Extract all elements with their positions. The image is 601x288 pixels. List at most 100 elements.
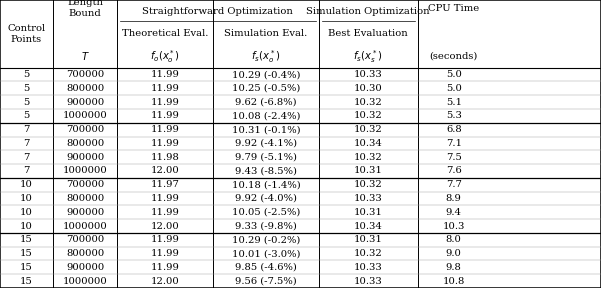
Text: 10.32: 10.32: [354, 98, 382, 107]
Text: 10.29 (-0.2%): 10.29 (-0.2%): [232, 235, 300, 244]
Text: 11.99: 11.99: [151, 249, 180, 258]
Text: 800000: 800000: [66, 139, 104, 148]
Text: 700000: 700000: [66, 70, 104, 79]
Text: 11.99: 11.99: [151, 235, 180, 244]
Text: 10.31: 10.31: [353, 166, 383, 175]
Text: 9.62 (-6.8%): 9.62 (-6.8%): [235, 98, 297, 107]
Text: 10.32: 10.32: [354, 125, 382, 134]
Text: 1000000: 1000000: [63, 221, 108, 230]
Text: 12.00: 12.00: [151, 221, 180, 230]
Text: 11.99: 11.99: [151, 84, 180, 93]
Text: 9.85 (-4.6%): 9.85 (-4.6%): [235, 263, 297, 272]
Text: 10.33: 10.33: [354, 263, 382, 272]
Text: 15: 15: [20, 276, 33, 286]
Text: 11.99: 11.99: [151, 98, 180, 107]
Text: 7: 7: [23, 166, 29, 175]
Text: 1000000: 1000000: [63, 111, 108, 120]
Text: 900000: 900000: [66, 98, 104, 107]
Text: 7.1: 7.1: [446, 139, 462, 148]
Text: 11.99: 11.99: [151, 111, 180, 120]
Text: 900000: 900000: [66, 208, 104, 217]
Text: Straightforward Optimization: Straightforward Optimization: [142, 7, 293, 16]
Text: Best Evaluation: Best Evaluation: [328, 29, 408, 38]
Text: CPU Time: CPU Time: [428, 4, 480, 13]
Text: 11.99: 11.99: [151, 194, 180, 203]
Text: 10.31: 10.31: [353, 235, 383, 244]
Text: 9.4: 9.4: [446, 208, 462, 217]
Text: 10: 10: [20, 180, 33, 189]
Text: 15: 15: [20, 249, 33, 258]
Text: 1000000: 1000000: [63, 166, 108, 175]
Text: 9.43 (-8.5%): 9.43 (-8.5%): [235, 166, 297, 175]
Text: 10.31 (-0.1%): 10.31 (-0.1%): [231, 125, 300, 134]
Text: 10.34: 10.34: [353, 139, 383, 148]
Text: $T$: $T$: [81, 50, 90, 62]
Text: 7: 7: [23, 139, 29, 148]
Text: 10.33: 10.33: [354, 194, 382, 203]
Text: 10.29 (-0.4%): 10.29 (-0.4%): [232, 70, 300, 79]
Text: 10.32: 10.32: [354, 180, 382, 189]
Text: 10.05 (-2.5%): 10.05 (-2.5%): [232, 208, 300, 217]
Text: 800000: 800000: [66, 84, 104, 93]
Text: 10.01 (-3.0%): 10.01 (-3.0%): [232, 249, 300, 258]
Text: 10.32: 10.32: [354, 153, 382, 162]
Text: 10.32: 10.32: [354, 249, 382, 258]
Text: 5: 5: [23, 111, 29, 120]
Text: 7: 7: [23, 153, 29, 162]
Text: 5: 5: [23, 84, 29, 93]
Text: 7.7: 7.7: [446, 180, 462, 189]
Text: 10.3: 10.3: [442, 221, 465, 230]
Text: Simulation Eval.: Simulation Eval.: [224, 29, 308, 38]
Text: 11.99: 11.99: [151, 70, 180, 79]
Text: 8.0: 8.0: [446, 235, 462, 244]
Text: 9.92 (-4.1%): 9.92 (-4.1%): [235, 139, 297, 148]
Text: 700000: 700000: [66, 125, 104, 134]
Text: $f_o(x_o^*)$: $f_o(x_o^*)$: [150, 48, 180, 65]
Text: 7.5: 7.5: [446, 153, 462, 162]
Text: 12.00: 12.00: [151, 276, 180, 286]
Text: Simulation Optimization: Simulation Optimization: [307, 7, 430, 16]
Text: 11.99: 11.99: [151, 208, 180, 217]
Text: 11.99: 11.99: [151, 263, 180, 272]
Text: 900000: 900000: [66, 153, 104, 162]
Text: 10.8: 10.8: [442, 276, 465, 286]
Text: 9.0: 9.0: [446, 249, 462, 258]
Text: 5.3: 5.3: [446, 111, 462, 120]
Text: $f_s(x_s^*)$: $f_s(x_s^*)$: [353, 48, 383, 65]
Text: 11.97: 11.97: [151, 180, 180, 189]
Text: 9.79 (-5.1%): 9.79 (-5.1%): [235, 153, 297, 162]
Text: 800000: 800000: [66, 194, 104, 203]
Text: 800000: 800000: [66, 249, 104, 258]
Text: 12.00: 12.00: [151, 166, 180, 175]
Text: 5: 5: [23, 98, 29, 107]
Text: 10.18 (-1.4%): 10.18 (-1.4%): [231, 180, 300, 189]
Text: 9.33 (-9.8%): 9.33 (-9.8%): [235, 221, 297, 230]
Text: 11.99: 11.99: [151, 125, 180, 134]
Text: 5.1: 5.1: [446, 98, 462, 107]
Text: 10.32: 10.32: [354, 111, 382, 120]
Text: 10.33: 10.33: [354, 276, 382, 286]
Text: 10.33: 10.33: [354, 70, 382, 79]
Text: 7: 7: [23, 125, 29, 134]
Text: 700000: 700000: [66, 235, 104, 244]
Text: 10.30: 10.30: [354, 84, 382, 93]
Text: 15: 15: [20, 263, 33, 272]
Text: 700000: 700000: [66, 180, 104, 189]
Text: 10.25 (-0.5%): 10.25 (-0.5%): [232, 84, 300, 93]
Text: Length
Bound: Length Bound: [67, 0, 103, 18]
Text: 10: 10: [20, 194, 33, 203]
Text: 7.6: 7.6: [446, 166, 462, 175]
Text: 15: 15: [20, 235, 33, 244]
Text: (seconds): (seconds): [430, 52, 478, 61]
Text: 5.0: 5.0: [446, 84, 462, 93]
Text: 1000000: 1000000: [63, 276, 108, 286]
Text: 10.34: 10.34: [353, 221, 383, 230]
Text: 6.8: 6.8: [446, 125, 462, 134]
Text: 5: 5: [23, 70, 29, 79]
Text: 9.56 (-7.5%): 9.56 (-7.5%): [235, 276, 297, 286]
Text: 10: 10: [20, 221, 33, 230]
Text: Control
Points: Control Points: [7, 24, 46, 44]
Text: 900000: 900000: [66, 263, 104, 272]
Text: $f_s(x_o^*)$: $f_s(x_o^*)$: [251, 48, 281, 65]
Text: 10: 10: [20, 208, 33, 217]
